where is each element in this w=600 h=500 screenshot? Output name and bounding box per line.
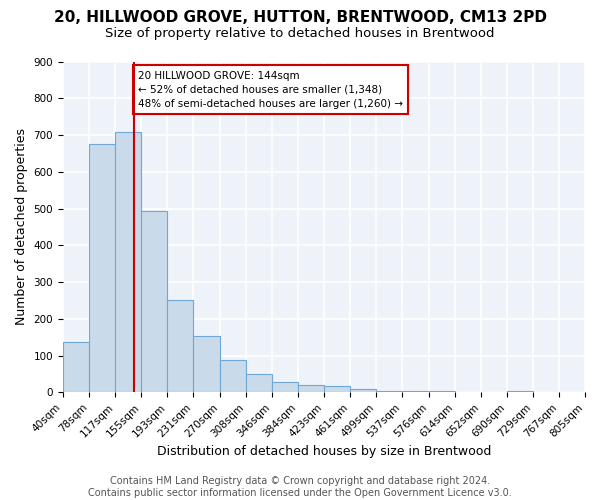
X-axis label: Distribution of detached houses by size in Brentwood: Distribution of detached houses by size … [157, 444, 491, 458]
Bar [142, 211, 167, 392]
Bar [272, 382, 298, 392]
Bar [298, 385, 324, 392]
Bar [167, 300, 193, 392]
Bar [376, 390, 402, 392]
Bar [89, 144, 115, 392]
Bar [402, 391, 429, 392]
Bar [115, 132, 142, 392]
Bar [324, 386, 350, 392]
Text: 20, HILLWOOD GROVE, HUTTON, BRENTWOOD, CM13 2PD: 20, HILLWOOD GROVE, HUTTON, BRENTWOOD, C… [53, 10, 547, 25]
Text: 20 HILLWOOD GROVE: 144sqm
← 52% of detached houses are smaller (1,348)
48% of se: 20 HILLWOOD GROVE: 144sqm ← 52% of detac… [138, 70, 403, 108]
Bar [350, 388, 376, 392]
Bar [506, 390, 533, 392]
Bar [246, 374, 272, 392]
Y-axis label: Number of detached properties: Number of detached properties [15, 128, 28, 326]
Bar [220, 360, 246, 392]
Bar [193, 336, 220, 392]
Text: Size of property relative to detached houses in Brentwood: Size of property relative to detached ho… [105, 28, 495, 40]
Bar [63, 342, 89, 392]
Text: Contains HM Land Registry data © Crown copyright and database right 2024.
Contai: Contains HM Land Registry data © Crown c… [88, 476, 512, 498]
